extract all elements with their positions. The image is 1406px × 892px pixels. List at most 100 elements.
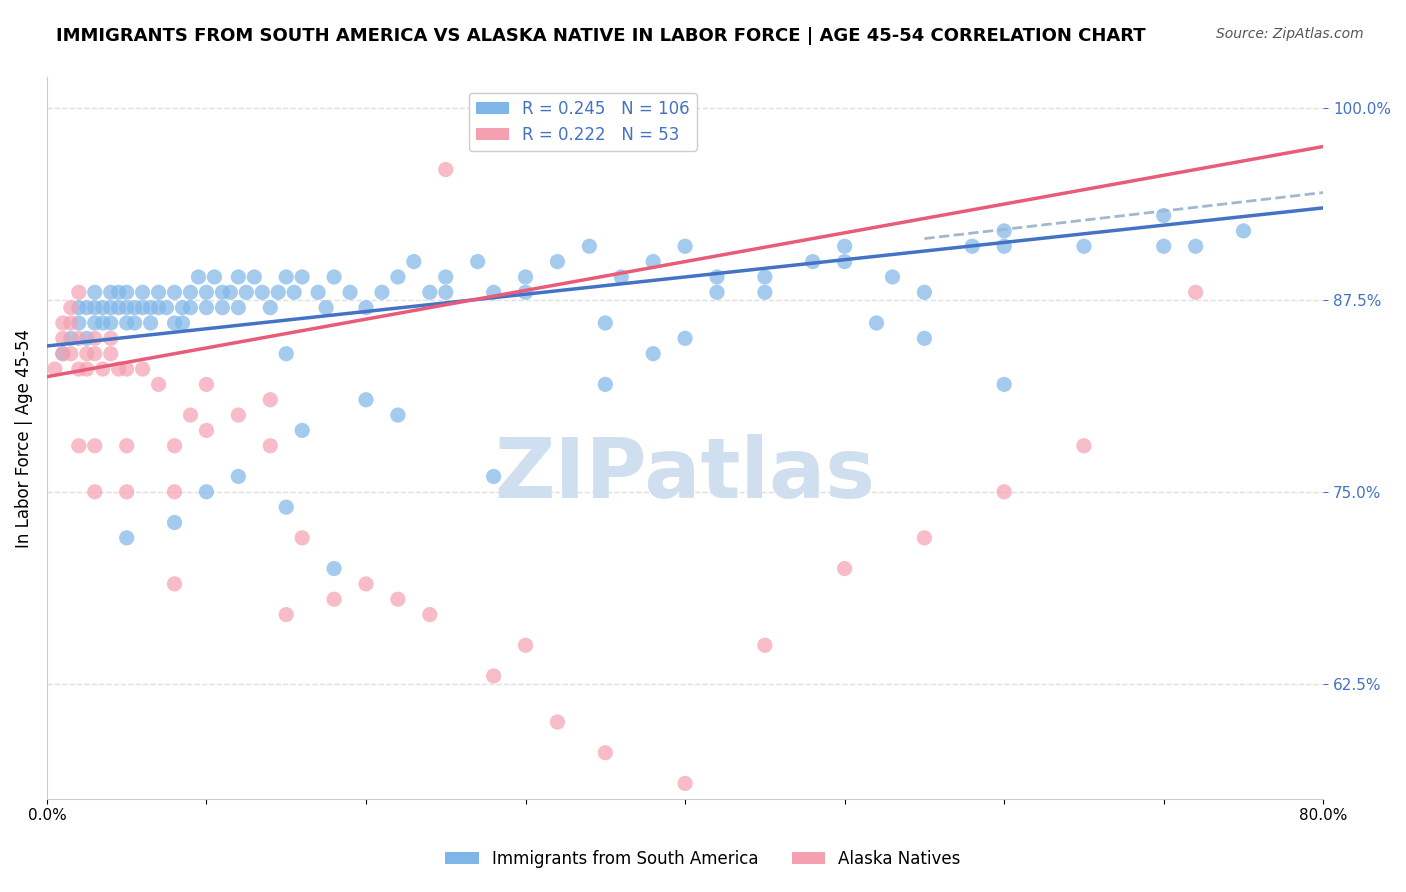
Point [52, 347, 75, 361]
Point [354, 392, 377, 407]
Point [67, 316, 90, 330]
Point [172, 301, 194, 315]
Point [195, 285, 218, 300]
Point [595, 316, 617, 330]
Legend: R = 0.245   N = 106, R = 0.222   N = 53: R = 0.245 N = 106, R = 0.222 N = 53 [470, 93, 697, 151]
Point [44, 362, 66, 376]
Point [912, 531, 935, 545]
Point [211, 301, 233, 315]
Point [83, 316, 105, 330]
Point [706, 285, 728, 300]
Point [834, 239, 856, 253]
Point [211, 285, 233, 300]
Point [912, 331, 935, 345]
Point [354, 577, 377, 591]
Point [754, 285, 776, 300]
Point [139, 301, 162, 315]
Point [482, 285, 505, 300]
Point [67, 285, 90, 300]
Point [76, 301, 98, 315]
Point [76, 362, 98, 376]
Point [163, 484, 186, 499]
Point [179, 301, 201, 315]
Point [131, 301, 153, 315]
Point [228, 408, 250, 422]
Point [259, 301, 281, 315]
Text: ZIPatlas: ZIPatlas [495, 434, 876, 515]
Point [195, 424, 218, 438]
Point [834, 254, 856, 268]
Point [100, 301, 122, 315]
Point [276, 269, 298, 284]
Point [315, 301, 337, 315]
Point [252, 285, 274, 300]
Point [276, 607, 298, 622]
Point [163, 285, 186, 300]
Point [195, 377, 218, 392]
Point [482, 469, 505, 483]
Point [139, 316, 162, 330]
Point [291, 424, 314, 438]
Point [993, 224, 1015, 238]
Point [371, 285, 394, 300]
Point [643, 254, 665, 268]
Point [100, 285, 122, 300]
Point [387, 269, 409, 284]
Point [754, 269, 776, 284]
Point [865, 316, 887, 330]
Point [801, 254, 824, 268]
Point [107, 285, 129, 300]
Point [673, 776, 696, 790]
Point [546, 254, 568, 268]
Point [91, 362, 114, 376]
Point [228, 269, 250, 284]
Point [100, 331, 122, 345]
Point [434, 269, 457, 284]
Y-axis label: In Labor Force | Age 45-54: In Labor Force | Age 45-54 [15, 328, 32, 548]
Point [52, 316, 75, 330]
Point [259, 439, 281, 453]
Point [993, 484, 1015, 499]
Point [882, 269, 904, 284]
Point [387, 592, 409, 607]
Point [402, 254, 425, 268]
Point [1232, 224, 1254, 238]
Point [467, 254, 489, 268]
Point [323, 592, 346, 607]
Point [1184, 285, 1206, 300]
Point [754, 638, 776, 652]
Point [179, 285, 201, 300]
Text: IMMIGRANTS FROM SOUTH AMERICA VS ALASKA NATIVE IN LABOR FORCE | AGE 45-54 CORREL: IMMIGRANTS FROM SOUTH AMERICA VS ALASKA … [56, 27, 1146, 45]
Point [1073, 439, 1095, 453]
Point [124, 316, 146, 330]
Point [482, 669, 505, 683]
Point [339, 285, 361, 300]
Point [163, 516, 186, 530]
Point [834, 561, 856, 575]
Point [100, 347, 122, 361]
Point [546, 714, 568, 729]
Point [228, 469, 250, 483]
Point [354, 301, 377, 315]
Point [83, 331, 105, 345]
Point [673, 239, 696, 253]
Point [912, 285, 935, 300]
Point [1153, 209, 1175, 223]
Point [1184, 239, 1206, 253]
Point [115, 484, 138, 499]
Point [993, 377, 1015, 392]
Point [148, 301, 170, 315]
Point [187, 269, 209, 284]
Point [163, 439, 186, 453]
Point [578, 239, 600, 253]
Point [67, 301, 90, 315]
Point [115, 531, 138, 545]
Point [434, 285, 457, 300]
Point [100, 316, 122, 330]
Point [76, 347, 98, 361]
Point [283, 285, 305, 300]
Point [323, 561, 346, 575]
Point [962, 239, 984, 253]
Point [291, 269, 314, 284]
Point [83, 484, 105, 499]
